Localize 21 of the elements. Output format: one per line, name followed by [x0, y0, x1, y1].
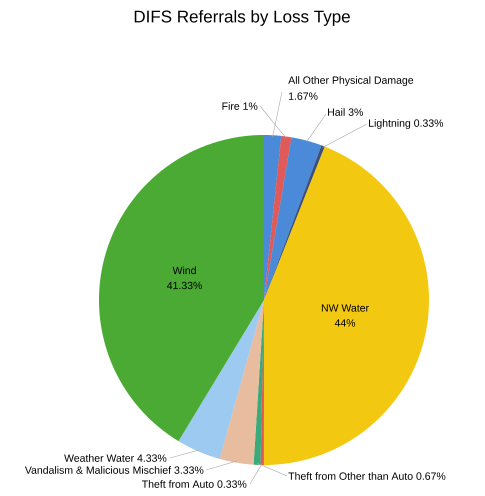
data-label: 4.33% — [137, 454, 166, 462]
slice-label: NW Water — [322, 304, 369, 312]
slice-label: Lightning — [369, 119, 410, 129]
slice-label: Vandalism & Malicious Mischief — [24, 466, 172, 474]
chart-title: DIFS Referrals by Loss Type — [134, 10, 350, 26]
slice-label: Fire — [222, 102, 240, 110]
data-label: 3.33% — [174, 466, 204, 474]
data-label: 0.67% — [416, 472, 446, 480]
data-label: 1% — [243, 102, 258, 110]
data-label: 41.33% — [166, 282, 202, 290]
slice-label: Weather Water — [64, 454, 134, 462]
slice-label: Theft from Auto — [142, 480, 214, 488]
slice-label: All Other Physical Damage — [288, 76, 414, 86]
data-label: 0.33% — [217, 480, 246, 488]
slice-label: Wind — [172, 266, 196, 274]
slice-label: Hail — [328, 108, 345, 116]
data-label: 1.67% — [288, 92, 318, 100]
data-label: 0.33% — [414, 119, 444, 127]
slice-label: Theft from Other than Auto — [288, 472, 413, 480]
data-label: 3% — [348, 108, 363, 116]
data-label: 44% — [334, 319, 356, 327]
